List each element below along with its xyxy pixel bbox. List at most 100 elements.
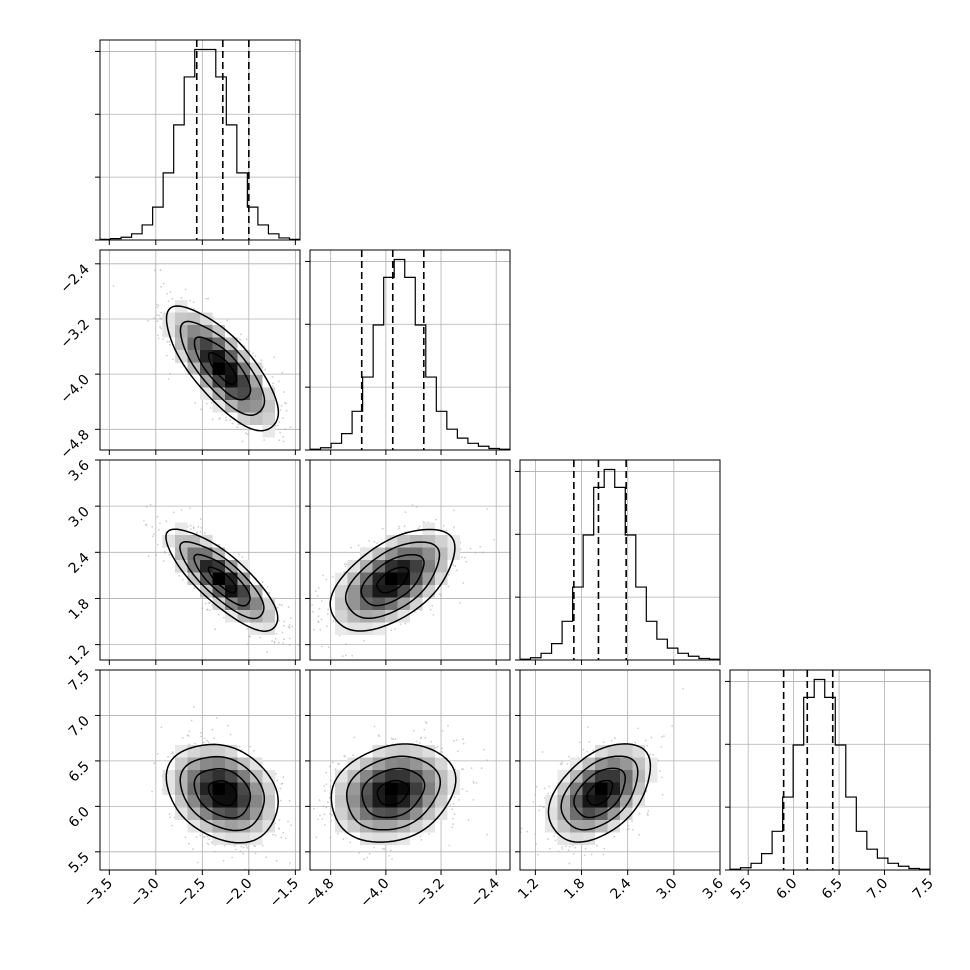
scatter-point [314, 590, 317, 592]
density-cell [237, 362, 250, 375]
joint-panel-p0-p3-frame [99, 669, 301, 871]
scatter-point [210, 401, 213, 404]
scatter-point [302, 810, 304, 812]
density-cell [175, 560, 188, 573]
scatter-point [205, 297, 208, 300]
scatter-point [180, 508, 183, 511]
density-cell [250, 400, 263, 413]
density-cell [385, 535, 398, 548]
scatter-point [442, 524, 445, 527]
scatter-point [246, 627, 248, 630]
scatter-point [313, 807, 315, 810]
density-cell [250, 610, 263, 623]
scatter-point [453, 509, 455, 512]
scatter-point [156, 515, 159, 518]
scatter-point [332, 576, 334, 578]
density-cell [175, 757, 188, 770]
scatter-point [330, 819, 332, 822]
scatter-point [158, 528, 160, 531]
scatter-point [167, 378, 170, 380]
joint-panel-p0-p1-contour-1.5 [179, 320, 266, 417]
density-cell [435, 535, 448, 548]
density-cell [422, 535, 435, 548]
density-cell [262, 425, 275, 438]
scatter-point [329, 836, 332, 839]
scatter-point [447, 574, 450, 576]
scatter-point [441, 751, 444, 753]
scatter-point [327, 801, 329, 804]
scatter-point [326, 625, 328, 628]
density-cell [360, 585, 373, 598]
hist-panel-p3-xtick-label: 7.0 [864, 876, 891, 903]
scatter-point [188, 743, 191, 746]
density-cell [212, 325, 225, 338]
scatter-point [158, 314, 161, 317]
scatter-point [208, 602, 210, 605]
density-cell [237, 597, 250, 610]
scatter-point [157, 334, 159, 337]
scatter-point [194, 742, 197, 745]
scatter-point [209, 609, 211, 612]
scatter-point [338, 762, 341, 765]
scatter-point [413, 611, 416, 613]
hist-panel-p0-count-grid [100, 51, 300, 240]
density-cell [237, 820, 250, 833]
scatter-point [305, 445, 307, 447]
scatter-point [399, 623, 402, 626]
scatter-point [322, 805, 325, 808]
density-cell [262, 610, 275, 623]
scatter-point [470, 767, 473, 769]
density-cell [225, 795, 238, 808]
hist-panel-p1-grid [330, 250, 497, 450]
scatter-point [460, 768, 463, 771]
scatter-point [153, 269, 156, 272]
scatter-point [188, 842, 190, 845]
scatter-point [254, 355, 257, 357]
scatter-point [420, 736, 423, 739]
hist-panel-p3-xtick-label: 5.5 [728, 876, 755, 903]
scatter-point [373, 846, 375, 849]
density-cell [237, 412, 250, 425]
scatter-point [168, 553, 171, 556]
scatter-point [276, 606, 279, 609]
density-cell [187, 560, 200, 573]
scatter-point [203, 836, 206, 838]
scatter-point [459, 602, 461, 604]
density-cell [410, 585, 423, 598]
density-cell [435, 547, 448, 560]
scatter-point [454, 565, 457, 568]
density-cell [162, 312, 175, 325]
scatter-point [205, 402, 208, 405]
density-cell [225, 807, 238, 820]
joint-panel-p0-p1-content [112, 269, 307, 447]
density-cell [385, 745, 398, 758]
scatter-point [195, 836, 198, 838]
density-cell [397, 610, 410, 623]
density-cell [262, 400, 275, 413]
scatter-point [242, 852, 245, 855]
density-cell [250, 622, 263, 635]
scatter-point [239, 338, 242, 341]
scatter-point [227, 724, 230, 727]
scatter-point [363, 858, 366, 861]
joint-panel-p0-p3-contour-0.5 [207, 780, 238, 807]
scatter-point [112, 285, 115, 287]
density-cell [187, 795, 200, 808]
scatter-point [213, 737, 216, 739]
density-cell [360, 757, 373, 770]
density-cell [372, 585, 385, 598]
scatter-point [160, 285, 163, 288]
scatter-point [271, 375, 274, 378]
scatter-point [419, 525, 421, 528]
scatter-point [438, 593, 441, 596]
scatter-point [466, 790, 468, 793]
scatter-point [440, 594, 442, 597]
scatter-point [342, 838, 345, 840]
density-cell [200, 325, 213, 338]
scatter-point [153, 762, 156, 765]
joint-panel-p0-p1-ytick-label: −4.8 [57, 427, 92, 462]
scatter-point [486, 833, 488, 836]
scatter-point [345, 654, 347, 657]
scatter-point [415, 740, 418, 743]
scatter-point [261, 581, 264, 583]
